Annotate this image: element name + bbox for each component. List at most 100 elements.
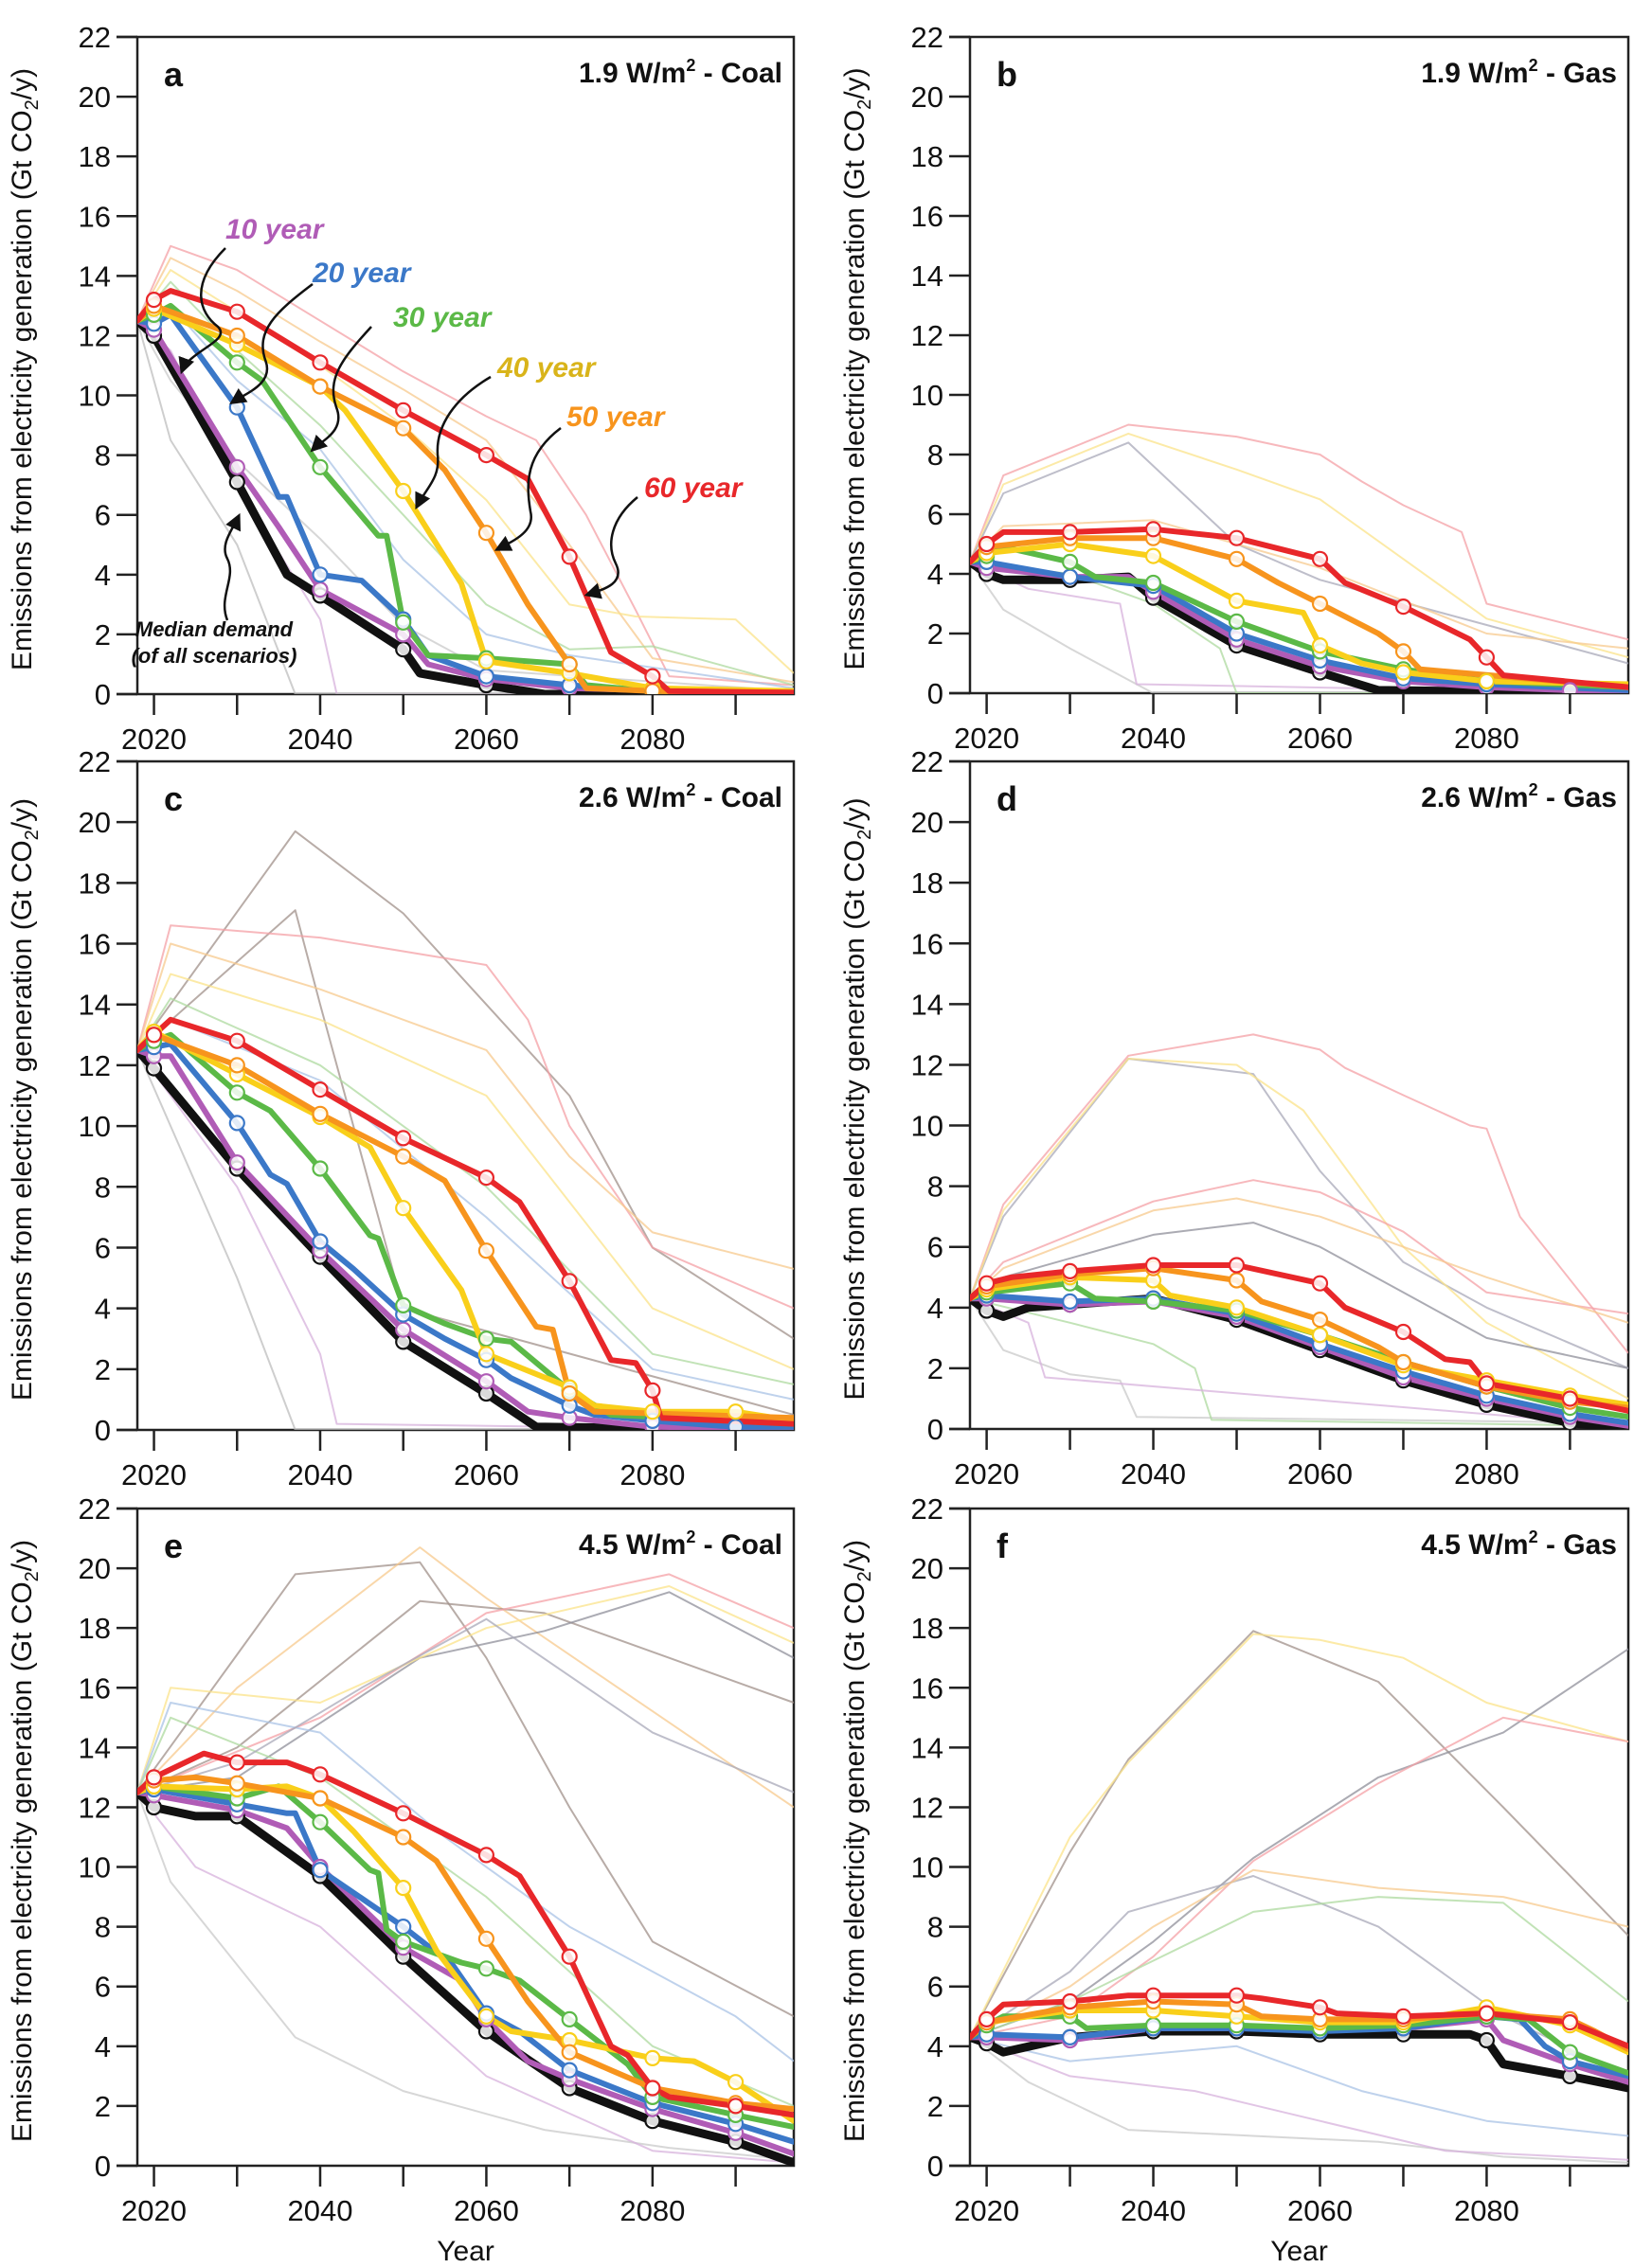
marker-30-year xyxy=(1144,1293,1162,1311)
marker-60-year xyxy=(145,292,163,309)
marker-40-year xyxy=(1311,1327,1329,1344)
y-tick-label: 14 xyxy=(911,1731,943,1764)
y-tick-label: 20 xyxy=(911,1552,943,1585)
marker-20-year xyxy=(1061,2028,1079,2045)
marker-60-year xyxy=(1144,521,1162,538)
marker-60-year xyxy=(727,2098,745,2115)
y-tick-label: 8 xyxy=(95,1170,111,1204)
marker-60-year xyxy=(1061,524,1079,541)
marker-60-year xyxy=(395,402,412,419)
marker-30-year xyxy=(312,1813,329,1830)
marker-60-year xyxy=(1311,1999,1329,2016)
marker-40-year xyxy=(1228,592,1246,610)
marker-60-year xyxy=(395,1130,412,1147)
panel-b: 0 2 4 6 8 10 12 14 16 18 20 22 2020 2040 2060 2080 Emiss… xyxy=(839,21,1630,755)
series-line-60-year xyxy=(137,1750,794,2118)
marker-60-year xyxy=(228,1754,245,1771)
scenario-line xyxy=(137,973,794,1370)
marker-30-year xyxy=(312,458,329,475)
marker-30-year xyxy=(477,1330,495,1348)
y-tick-label: 10 xyxy=(79,1851,111,1884)
marker-30-year xyxy=(1228,613,1246,631)
scenario-line xyxy=(970,1633,1628,2038)
x-tick-label: 2060 xyxy=(454,723,519,756)
marker-60-year xyxy=(644,2080,661,2097)
marker-60-year xyxy=(561,1273,578,1290)
panel-letter: c xyxy=(164,779,183,818)
marker-50-year xyxy=(561,2044,578,2061)
plot-data xyxy=(137,830,794,1430)
scenario-line xyxy=(137,1792,794,2164)
y-tick-label: 2 xyxy=(95,1353,111,1386)
y-tick-label: 4 xyxy=(95,1293,111,1326)
scenario-line xyxy=(970,1222,1628,1369)
y-tick-label: 6 xyxy=(927,498,943,531)
series-line-60-year xyxy=(970,1992,1628,2049)
y-tick-label: 14 xyxy=(79,1731,111,1764)
y-tick-label: 18 xyxy=(911,866,943,900)
scenario-line xyxy=(970,2036,1628,2161)
marker-50-year xyxy=(1311,595,1329,613)
y-tick-label: 0 xyxy=(95,678,111,711)
x-tick-label: 2080 xyxy=(619,2194,685,2227)
marker-50-year xyxy=(477,1242,495,1259)
scenario-line xyxy=(970,423,1628,641)
marker-20-year xyxy=(395,1918,412,1936)
y-tick-label: 14 xyxy=(911,988,943,1021)
marker-50-year xyxy=(312,378,329,395)
marker-median-demand xyxy=(1478,2031,1496,2049)
scenario-line xyxy=(137,997,794,1385)
y-tick-label: 12 xyxy=(79,1791,111,1824)
series-line-50-year xyxy=(137,302,794,694)
marker-60-year xyxy=(1311,1275,1329,1292)
marker-30-year xyxy=(1144,2017,1162,2034)
marker-60-year xyxy=(477,447,495,464)
marker-40-year xyxy=(1144,547,1162,564)
panel-letter: f xyxy=(997,1527,1009,1565)
scenario-line xyxy=(970,1297,1628,1424)
panel-title: 4.5 W/m2 - Coal xyxy=(579,1527,782,1561)
y-tick-label: 2 xyxy=(927,1352,943,1385)
marker-20-year xyxy=(561,2062,578,2079)
marker-20-year xyxy=(312,1862,329,1879)
y-tick-label: 18 xyxy=(79,1612,111,1645)
x-tick-label: 2040 xyxy=(1121,1457,1186,1491)
plot-area xyxy=(968,35,1630,695)
annotation-label: Median demand xyxy=(135,617,294,641)
marker-60-year xyxy=(1144,1257,1162,1274)
marker-60-year xyxy=(1394,598,1412,616)
y-axis-title: Emissions from electricity generation (G… xyxy=(839,1540,875,2142)
marker-60-year xyxy=(1478,2005,1496,2022)
marker-60-year xyxy=(978,1275,996,1292)
marker-40-year xyxy=(1478,672,1496,690)
y-tick-label: 0 xyxy=(927,1413,943,1446)
scenario-line xyxy=(137,909,794,1416)
y-tick-label: 8 xyxy=(95,1911,111,1944)
y-tick-label: 4 xyxy=(927,2030,943,2063)
marker-40-year xyxy=(727,2074,745,2091)
y-tick-label: 14 xyxy=(79,259,111,293)
marker-50-year xyxy=(1228,550,1246,567)
x-tick-label: 2020 xyxy=(954,722,1019,755)
y-tick-label: 10 xyxy=(911,1851,943,1884)
plot-area xyxy=(135,35,796,696)
marker-50-year xyxy=(228,1057,245,1074)
x-tick-label: 2060 xyxy=(1287,2194,1353,2227)
marker-60-year xyxy=(145,1027,163,1044)
marker-30-year xyxy=(395,614,412,631)
y-tick-label: 0 xyxy=(95,2150,111,2183)
marker-60-year xyxy=(978,2010,996,2027)
scenario-line xyxy=(137,1546,794,1809)
marker-60-year xyxy=(561,548,578,565)
x-tick-label: 2080 xyxy=(619,1458,685,1491)
annotation-label: (of all scenarios) xyxy=(132,644,297,668)
series-line-20-year xyxy=(137,1786,794,2145)
marker-60-year xyxy=(644,1382,661,1399)
marker-30-year xyxy=(312,1160,329,1177)
marker-60-year xyxy=(1394,2008,1412,2025)
marker-60-year xyxy=(145,1769,163,1786)
plot-area xyxy=(135,1507,796,2168)
annotation-arrow xyxy=(415,375,492,510)
marker-10-year xyxy=(1561,682,1578,693)
